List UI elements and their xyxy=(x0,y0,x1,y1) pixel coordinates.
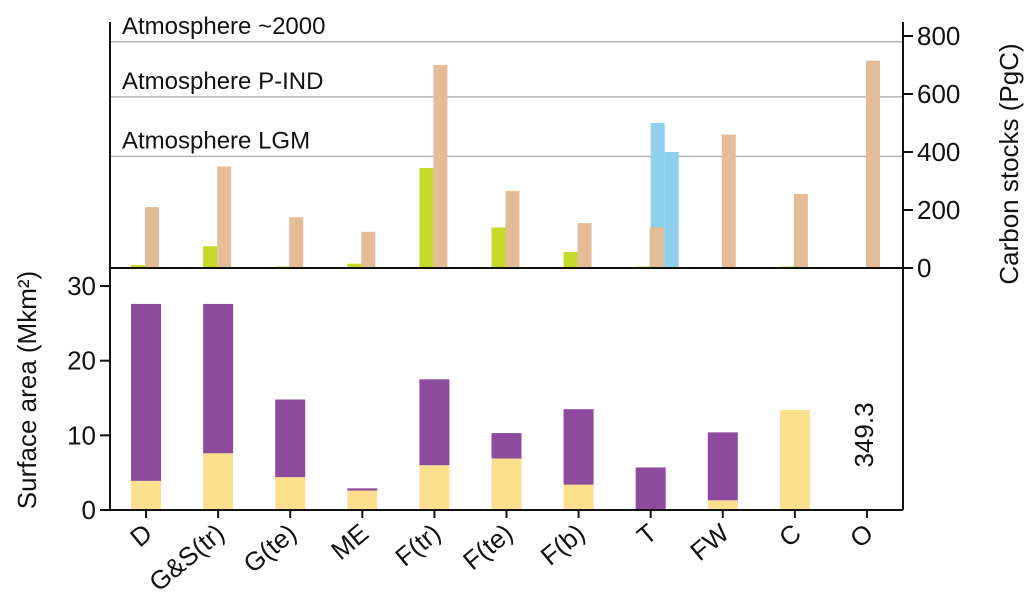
right-tick-label: 800 xyxy=(917,21,960,51)
bar-surface-area xyxy=(419,465,450,510)
bar-surface-area xyxy=(707,432,738,501)
right-axis-title: Carbon stocks (PgC) xyxy=(994,43,1024,284)
category-label: C xyxy=(773,518,807,553)
bar-soil-carbon xyxy=(649,227,664,268)
category-label: F(te) xyxy=(457,518,518,576)
bar-surface-area xyxy=(275,399,306,478)
left-axis-title: Surface area (Mkm²) xyxy=(12,271,42,509)
bar-surface-area xyxy=(203,453,234,510)
category-label: FW xyxy=(684,517,735,566)
bar-surface-area xyxy=(707,500,738,510)
bar-soil-carbon xyxy=(145,207,160,268)
bar-surface-area xyxy=(347,490,378,510)
bar-surface-area xyxy=(563,409,594,485)
bar-surface-area xyxy=(203,303,234,454)
left-tick-label: 20 xyxy=(67,346,96,376)
right-tick-label: 600 xyxy=(917,79,960,109)
bar-living-biomass xyxy=(563,252,578,268)
left-tick-label: 30 xyxy=(67,271,96,301)
bar-surface-area xyxy=(491,433,522,459)
bar-surface-area xyxy=(131,303,162,481)
bar-soil-carbon xyxy=(361,231,376,268)
bar-soil-carbon xyxy=(721,134,736,268)
reference-line-label: Atmosphere LGM xyxy=(122,127,310,154)
bar-soil-carbon xyxy=(865,60,880,269)
bar-soil-carbon xyxy=(217,166,232,268)
category-label: O xyxy=(844,518,879,554)
category-label: T xyxy=(631,518,663,551)
bar-living-biomass xyxy=(419,167,434,268)
bar-living-biomass xyxy=(131,265,146,268)
category-label: G(te) xyxy=(237,518,302,579)
category-label: ME xyxy=(325,518,374,566)
reference-line-label: Atmosphere ~2000 xyxy=(122,13,325,40)
left-tick-label: 10 xyxy=(67,420,96,450)
bar-surface-area xyxy=(779,409,810,510)
category-label: F(tr) xyxy=(389,518,446,573)
bar-living-biomass xyxy=(491,227,506,268)
bar-permafrost xyxy=(664,152,679,268)
reference-line-label: Atmosphere P-IND xyxy=(122,68,323,95)
right-tick-label: 200 xyxy=(917,195,960,225)
bar-surface-area xyxy=(275,477,306,510)
category-label: F(b) xyxy=(535,518,591,572)
bar-surface-area xyxy=(563,484,594,510)
left-tick-label: 0 xyxy=(82,495,96,525)
right-tick-label: 0 xyxy=(917,253,931,283)
bar-living-biomass xyxy=(203,246,218,268)
bar-soil-carbon xyxy=(577,223,592,268)
ocean-area-annotation: 349.3 xyxy=(849,402,879,467)
bar-surface-area xyxy=(635,467,666,510)
right-tick-label: 400 xyxy=(917,137,960,167)
bar-soil-carbon xyxy=(289,217,304,268)
bar-soil-carbon xyxy=(793,194,808,268)
bar-living-biomass xyxy=(347,263,362,268)
bar-surface-area xyxy=(347,488,378,491)
bar-surface-area xyxy=(491,458,522,510)
category-label: G&S(tr) xyxy=(143,518,230,598)
bar-surface-area xyxy=(131,480,162,510)
bar-soil-carbon xyxy=(433,65,448,268)
category-label: D xyxy=(124,518,158,553)
bar-surface-area xyxy=(419,379,450,466)
bar-soil-carbon xyxy=(505,191,520,268)
